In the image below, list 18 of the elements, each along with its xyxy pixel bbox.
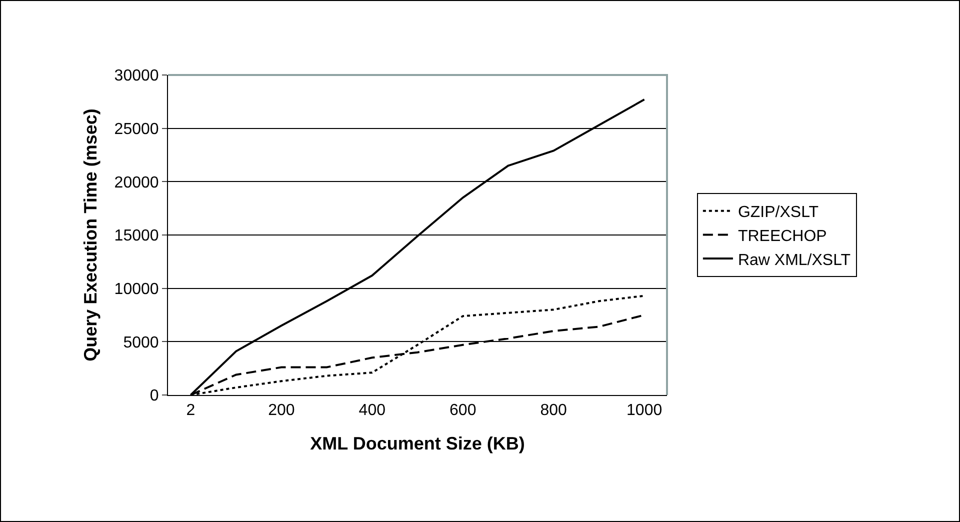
x-tick-label: 2: [186, 402, 196, 420]
y-tick-label: 15000: [114, 228, 159, 245]
y-tick-label: 30000: [114, 68, 159, 85]
x-tick-label: 400: [358, 402, 386, 420]
legend-label: GZIP/XSLT: [738, 204, 819, 222]
y-tick-label: 20000: [114, 174, 159, 192]
legend-label: Raw XML/XSLT: [738, 252, 851, 269]
y-tick-label: 0: [150, 388, 159, 405]
x-axis-title: XML Document Size (KB): [310, 433, 525, 454]
y-tick-label: 25000: [114, 120, 159, 138]
y-tick-label: 10000: [114, 280, 159, 298]
y-axis-title: Query Execution Time (msec): [80, 108, 100, 362]
x-tick-label: 600: [450, 402, 476, 420]
x-tick-label: 200: [268, 402, 295, 420]
y-tick-label: 5000: [123, 334, 159, 352]
x-tick-label: 1000: [626, 402, 662, 420]
legend-label: TREECHOP: [738, 228, 827, 245]
x-tick-label: 800: [540, 402, 568, 420]
